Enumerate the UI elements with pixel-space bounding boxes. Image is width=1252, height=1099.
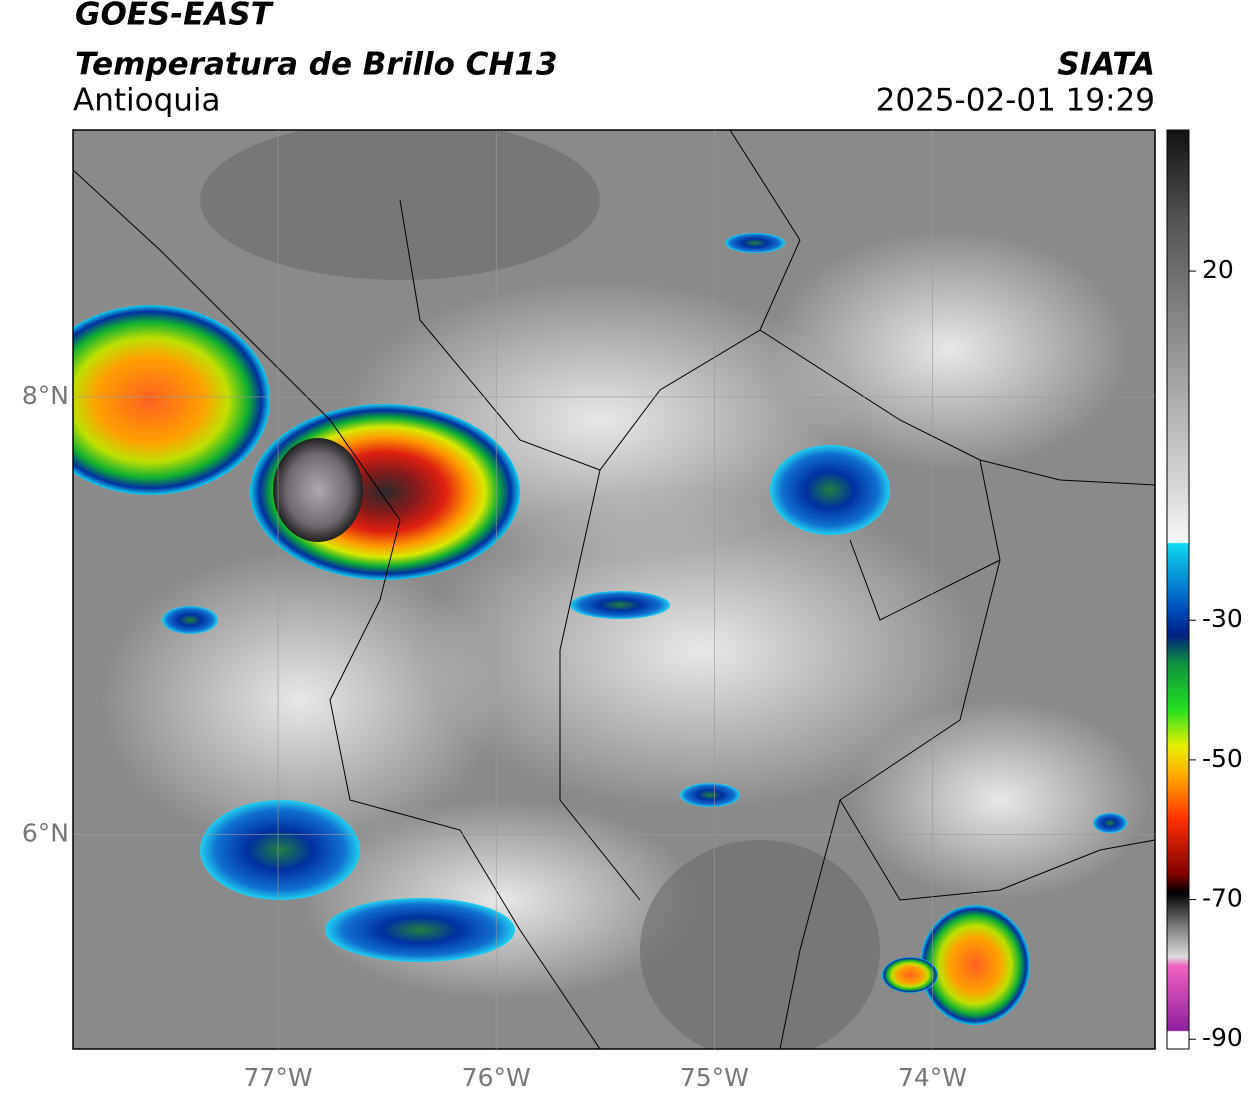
subtitle: Temperatura de Brillo CH13 <box>75 47 558 83</box>
colorbar-tick-label: 20 <box>1202 255 1234 284</box>
map-frame <box>72 129 1156 1050</box>
colorbar-tick-label: -70 <box>1202 884 1243 913</box>
colorbar <box>1166 129 1190 1050</box>
colorbar-tick-label: -30 <box>1202 604 1243 633</box>
datetime: 2025-02-01 19:29 <box>876 83 1155 119</box>
lat-tick-label: 6°N <box>22 819 69 848</box>
title: GOES-EAST <box>75 0 275 33</box>
colorbar-tick-label: -90 <box>1202 1023 1243 1052</box>
lon-tick-label: 76°W <box>462 1063 531 1092</box>
satellite-image <box>73 130 1155 1049</box>
lat-tick-label: 8°N <box>22 381 69 410</box>
source: SIATA <box>1057 47 1155 83</box>
region: Antioquia <box>73 83 221 119</box>
lon-tick-label: 74°W <box>898 1063 967 1092</box>
lon-tick-label: 77°W <box>244 1063 313 1092</box>
colorbar-tick-label: -50 <box>1202 744 1243 773</box>
lon-tick-label: 75°W <box>680 1063 749 1092</box>
